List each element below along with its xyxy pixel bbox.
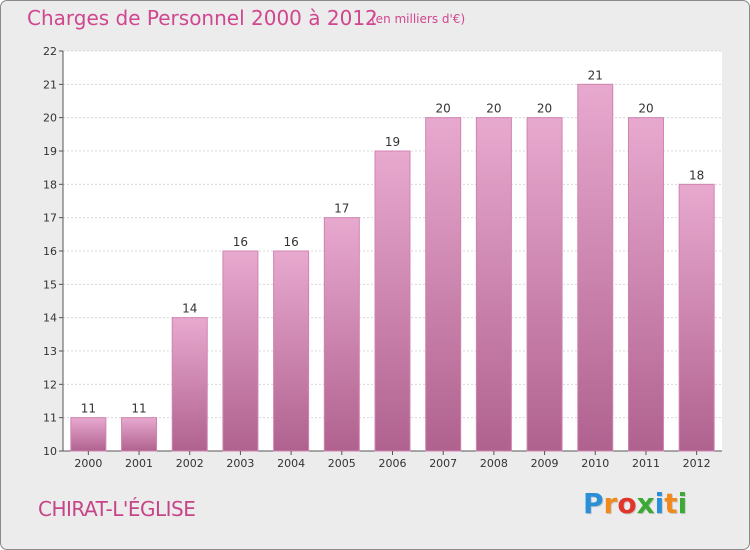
logo-letter: r	[603, 487, 618, 520]
bar	[70, 417, 107, 452]
y-tick-label: 20	[43, 112, 57, 125]
bar-value-label: 16	[283, 235, 298, 249]
x-tick-label: 2012	[683, 457, 711, 470]
bar	[475, 117, 512, 452]
logo-letter: P	[583, 487, 604, 520]
bar	[374, 150, 411, 452]
bar-value-label: 14	[182, 302, 197, 316]
x-tick-label: 2007	[429, 457, 457, 470]
bar-value-label: 11	[81, 402, 96, 416]
bar-value-label: 21	[588, 68, 603, 82]
y-tick-label: 13	[43, 345, 57, 358]
logo-letter: x	[636, 487, 655, 520]
bar-value-label: 18	[689, 168, 704, 182]
x-tick-label: 2000	[74, 457, 102, 470]
bar	[526, 117, 563, 452]
chart-title: Charges de Personnel 2000 à 2012	[27, 6, 378, 30]
bar-value-label: 17	[334, 202, 349, 216]
bar-value-label: 20	[486, 102, 501, 116]
y-tick-label: 10	[43, 445, 57, 458]
y-tick-label: 12	[43, 378, 57, 391]
x-tick-label: 2009	[531, 457, 559, 470]
bar	[323, 217, 360, 452]
bar-value-label: 20	[436, 102, 451, 116]
y-tick-label: 22	[43, 45, 57, 58]
y-tick-label: 19	[43, 145, 57, 158]
chart-subtitle: (en milliers d'€)	[371, 12, 466, 26]
y-tick-label: 11	[43, 412, 57, 425]
y-tick-label: 18	[43, 178, 57, 191]
x-tick-label: 2011	[632, 457, 660, 470]
x-tick-label: 2004	[277, 457, 305, 470]
x-tick-label: 2005	[328, 457, 356, 470]
x-tick-label: 2010	[581, 457, 609, 470]
bar	[171, 317, 208, 452]
bar	[627, 117, 664, 452]
logo-letter: i	[677, 487, 688, 520]
bar	[273, 250, 310, 452]
bar	[425, 117, 462, 452]
logo-letter: t	[664, 487, 678, 520]
x-tick-label: 2008	[480, 457, 508, 470]
bar	[222, 250, 259, 452]
x-tick-label: 2001	[125, 457, 153, 470]
bar-value-label: 19	[385, 135, 400, 149]
proxiti-logo: Proxiti	[583, 487, 687, 520]
bar	[121, 417, 158, 452]
y-tick-label: 21	[43, 78, 57, 91]
bar-value-label: 16	[233, 235, 248, 249]
y-tick-label: 14	[43, 312, 57, 325]
logo-letter: o	[617, 487, 637, 520]
y-tick-label: 17	[43, 212, 57, 225]
bar-value-label: 20	[537, 102, 552, 116]
y-tick-label: 15	[43, 278, 57, 291]
commune-name: CHIRAT-L'ÉGLISE	[38, 497, 196, 521]
bar-value-label: 11	[131, 402, 146, 416]
bar-value-label: 20	[638, 102, 653, 116]
x-tick-label: 2003	[226, 457, 254, 470]
x-tick-label: 2006	[379, 457, 407, 470]
y-tick-label: 16	[43, 245, 57, 258]
bar	[678, 183, 715, 452]
bar	[577, 83, 614, 452]
logo-letter: i	[654, 487, 665, 520]
x-tick-label: 2002	[176, 457, 204, 470]
